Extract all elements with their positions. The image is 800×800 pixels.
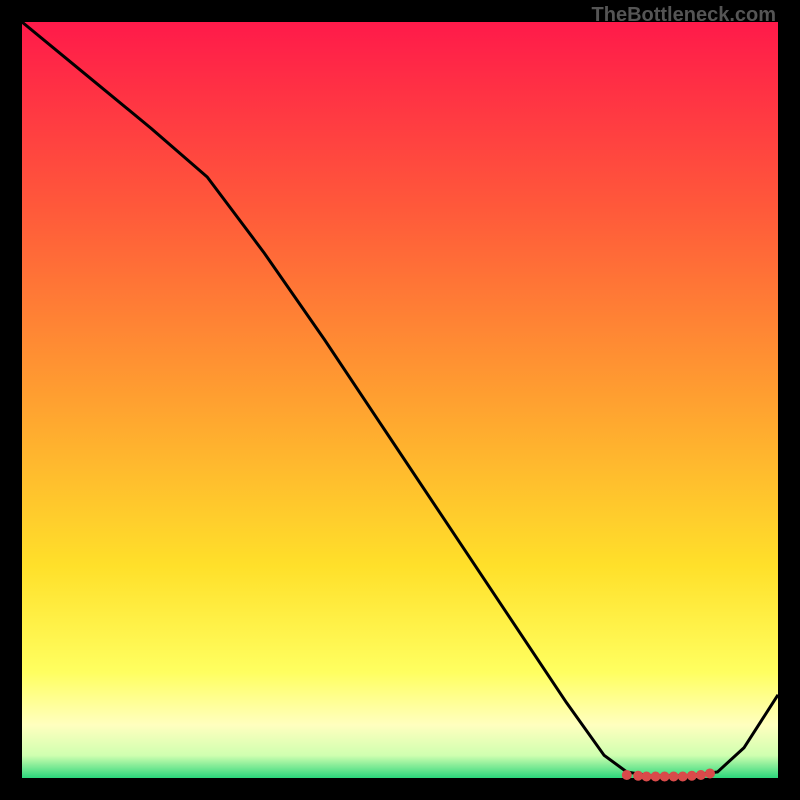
chart-plot-area <box>22 22 778 778</box>
watermark-text: TheBottleneck.com <box>592 4 776 27</box>
curve-marker <box>651 771 661 781</box>
chart-svg <box>22 22 778 778</box>
curve-marker <box>705 768 715 778</box>
curve-marker <box>641 771 651 781</box>
bottleneck-curve <box>22 22 778 776</box>
curve-marker <box>678 771 688 781</box>
curve-marker <box>687 771 697 781</box>
curve-marker <box>696 770 706 780</box>
markers-group <box>622 768 715 781</box>
curve-marker <box>660 771 670 781</box>
curve-marker <box>622 770 632 780</box>
curve-marker <box>669 771 679 781</box>
